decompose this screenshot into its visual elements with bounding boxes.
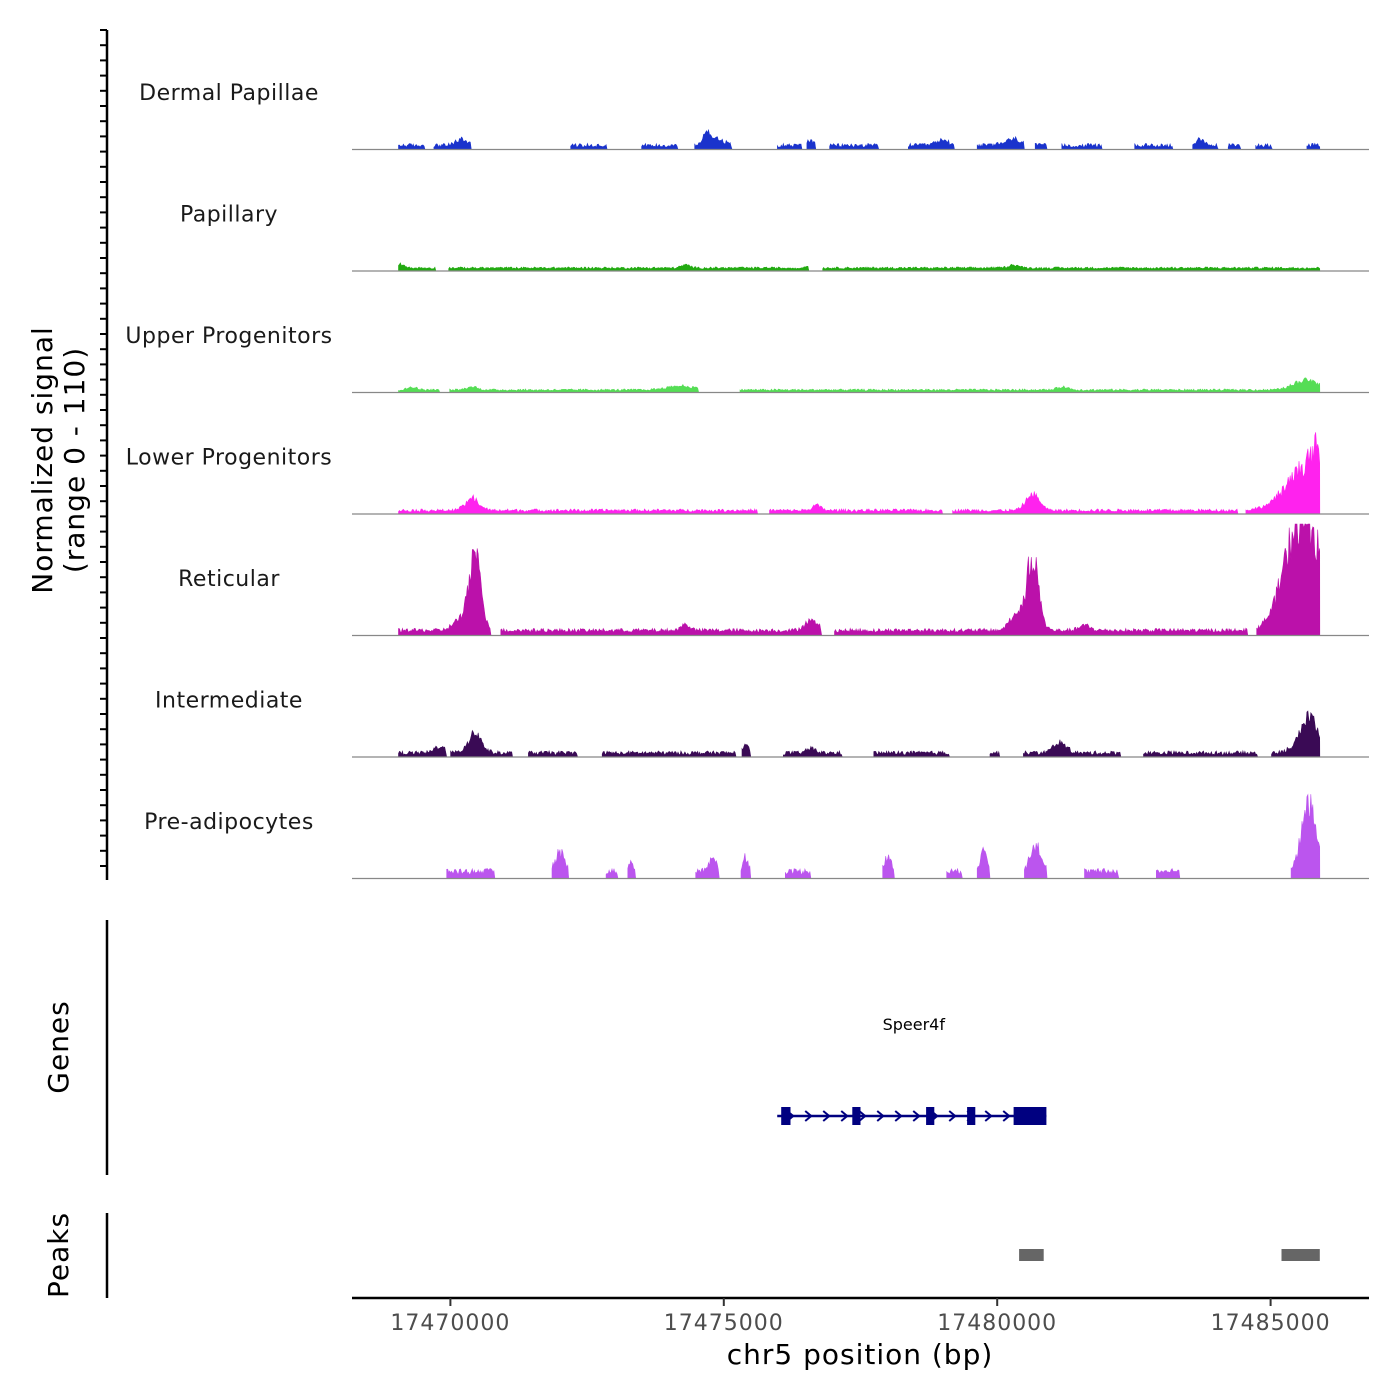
y-axis-subtitle: (range 0 - 110) [58,347,91,573]
x-tick-label: 17485000 [1211,1311,1331,1336]
signal-area [446,793,1321,879]
gene-exon [1013,1107,1047,1125]
x-axis-ticks: 17470000 17475000 17480000 17485000 [390,1298,1330,1336]
strand-arrow [822,1110,831,1122]
signal-area [398,377,1321,393]
peak-region [1019,1249,1044,1261]
signal-area [398,262,1321,272]
strand-arrow [876,1110,885,1122]
peak-region [1281,1249,1320,1261]
gene-exon [781,1107,791,1125]
signal-area [398,710,1321,758]
strand-arrow [984,1110,993,1122]
track-upper-progenitors: Upper Progenitors [125,324,1369,394]
x-tick-label: 17475000 [664,1311,784,1336]
track-intermediate: Intermediate [155,689,1369,758]
strand-arrow [840,1110,849,1122]
strand-arrow [804,1110,813,1122]
track-lower-progenitors: Lower Progenitors [126,432,1369,515]
x-tick-label: 17480000 [937,1311,1057,1336]
track-label: Pre-adipocytes [144,810,314,835]
track-label: Reticular [178,567,280,592]
x-axis-title: chr5 position (bp) [727,1338,994,1371]
gene-annotations: Speer4f [777,1015,1047,1125]
strand-arrow [858,1110,867,1122]
strand-arrow [912,1110,921,1122]
signal-y-ticks [100,29,107,867]
peak-regions [1019,1249,1320,1261]
track-pre-adipocytes: Pre-adipocytes [144,793,1369,880]
genes-panel-title: Genes [42,1000,75,1093]
gene-speer4f: Speer4f [777,1015,1047,1125]
strand-arrow [1002,1110,1011,1122]
track-label: Dermal Papillae [139,81,319,106]
gene-exon [852,1107,861,1125]
track-reticular: Reticular [178,523,1369,637]
signal-area [398,432,1321,515]
track-label: Intermediate [155,689,303,714]
y-axis-title: Normalized signal [26,326,59,594]
gene-exon [926,1107,935,1125]
track-label: Upper Progenitors [125,324,332,349]
peaks-panel-title: Peaks [42,1212,75,1298]
track-dermal-papillae: Dermal Papillae [139,81,1369,151]
signal-area [398,523,1321,636]
gene-name-label: Speer4f [883,1015,946,1034]
track-label: Papillary [180,203,278,228]
gene-exon [967,1107,976,1125]
x-tick-label: 17470000 [390,1311,510,1336]
signal-area [398,128,1321,150]
track-label: Lower Progenitors [126,446,332,471]
strand-arrow [948,1110,957,1122]
signal-tracks: Dermal Papillae Papillary Upper Progenitor… [125,81,1369,880]
strand-arrow [894,1110,903,1122]
track-papillary: Papillary [180,203,1369,272]
